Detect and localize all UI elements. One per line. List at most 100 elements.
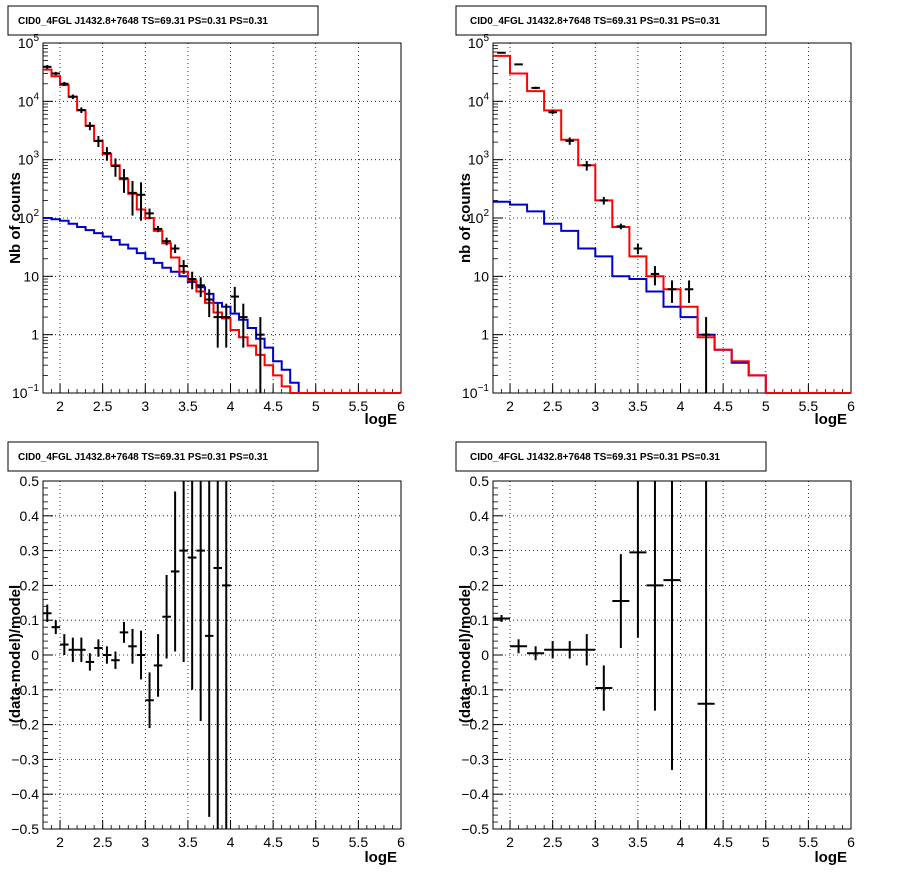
x-tick-label: 5.5 [349, 834, 369, 850]
x-tick-label: 3 [141, 398, 149, 414]
x-tick-label: 3 [591, 398, 599, 414]
counts-panel-left: CID0_4FGL J1432.8+7648 TS=69.31 PS=0.31 … [7, 5, 405, 428]
y-tick-label: 10 [473, 268, 489, 284]
data-point [136, 182, 146, 221]
data-point [646, 481, 664, 711]
x-tick-label: 4 [677, 834, 685, 850]
data-point [85, 653, 95, 671]
y-tick-label: 0 [31, 647, 39, 663]
data-point [102, 646, 112, 664]
x-tick-label: 3 [141, 834, 149, 850]
data-point [162, 237, 171, 246]
data-point [170, 491, 180, 652]
title-box [7, 441, 319, 472]
residual-panel-right: CID0_4FGL J1432.8+7648 TS=69.31 PS=0.31 … [455, 441, 855, 866]
y-tick-label: 10 [23, 268, 39, 284]
data-point [136, 630, 146, 680]
x-tick-label: 4 [227, 834, 235, 850]
x-tick-label: 3.5 [628, 834, 648, 850]
x-tick-label: 2.5 [93, 398, 113, 414]
data-point [239, 303, 248, 348]
data-point [94, 639, 103, 657]
data-point [616, 223, 626, 230]
y-tick-label: 0.4 [470, 508, 490, 524]
data-point [119, 169, 129, 193]
y-tick-label: −0.3 [461, 751, 489, 767]
y-tick-label: 0.3 [20, 543, 40, 559]
y-tick-label: 105 [468, 33, 490, 51]
y-tick-label: 0.2 [20, 577, 40, 593]
y-tick-label: 1 [481, 327, 489, 343]
y-tick-label: 0.5 [20, 473, 40, 489]
data-point [94, 135, 103, 147]
y-tick-label: −0.4 [461, 786, 489, 802]
x-tick-label: 2.5 [543, 398, 563, 414]
plot-frame [42, 42, 402, 394]
x-tick-label: 4.5 [263, 398, 283, 414]
data-point [213, 481, 222, 829]
y-tick-label: 103 [18, 150, 40, 168]
data-point [204, 289, 214, 318]
data-point [222, 481, 231, 829]
chart-title: CID0_4FGL J1432.8+7648 TS=69.31 PS=0.31 … [470, 452, 720, 463]
data-point [128, 181, 137, 216]
data-point [213, 303, 222, 348]
data-point [179, 260, 188, 274]
x-tick-label: 2.5 [543, 834, 563, 850]
data-point [51, 620, 61, 635]
data-point [162, 574, 171, 659]
data-point [633, 243, 643, 255]
data-point [153, 225, 163, 233]
y-tick-label: −0.1 [11, 682, 39, 698]
y-tick-label: −0.2 [461, 717, 489, 733]
data-point [77, 637, 86, 662]
data-point [612, 554, 630, 649]
y-tick-label: 104 [468, 91, 490, 109]
y-tick-label: −0.1 [461, 682, 489, 698]
x-tick-label: 6 [397, 398, 405, 414]
x-tick-label: 5 [312, 834, 320, 850]
data-point [179, 481, 188, 662]
data-point [701, 317, 711, 393]
x-tick-label: 2 [56, 834, 64, 850]
x-tick-label: 4.5 [263, 834, 283, 850]
data-point [561, 641, 579, 659]
x-tick-label: 5 [762, 398, 770, 414]
y-tick-label: 0.3 [470, 543, 490, 559]
data-point [68, 637, 78, 662]
x-tick-label: 5 [762, 834, 770, 850]
data-point [544, 641, 562, 659]
data-point [256, 317, 265, 393]
title-box [455, 5, 767, 36]
y-axis-label: (data-model)/model [457, 585, 474, 723]
x-axis-label: logE [815, 849, 848, 866]
x-tick-label: 5 [312, 398, 320, 414]
data-point [68, 94, 78, 100]
y-tick-label: 0.4 [20, 508, 40, 524]
x-tick-label: 3 [591, 834, 599, 850]
counts-panel-right: CID0_4FGL J1432.8+7648 TS=69.31 PS=0.31 … [455, 5, 855, 428]
x-tick-label: 6 [847, 834, 855, 850]
x-axis-label: logE [365, 411, 398, 428]
y-tick-label: 1 [31, 327, 39, 343]
data-point [145, 208, 154, 220]
data-point [102, 147, 112, 161]
y-tick-label: −0.5 [461, 821, 489, 837]
y-axis-label: nb of counts [457, 173, 474, 263]
y-tick-label: 10−1 [462, 383, 489, 401]
data-point [119, 621, 129, 643]
data-point [85, 122, 95, 131]
x-tick-label: 2 [506, 398, 514, 414]
y-axis-label: (data-model)/model [7, 585, 24, 723]
plot-frame [492, 42, 852, 394]
y-tick-label: −0.2 [11, 717, 39, 733]
data-point [222, 303, 231, 348]
data-point [667, 280, 677, 303]
data-point [629, 481, 647, 638]
y-tick-label: −0.4 [11, 786, 39, 802]
data-point [663, 481, 681, 770]
data-point [599, 196, 609, 205]
x-tick-label: 3.5 [178, 398, 198, 414]
data-point [111, 158, 120, 177]
